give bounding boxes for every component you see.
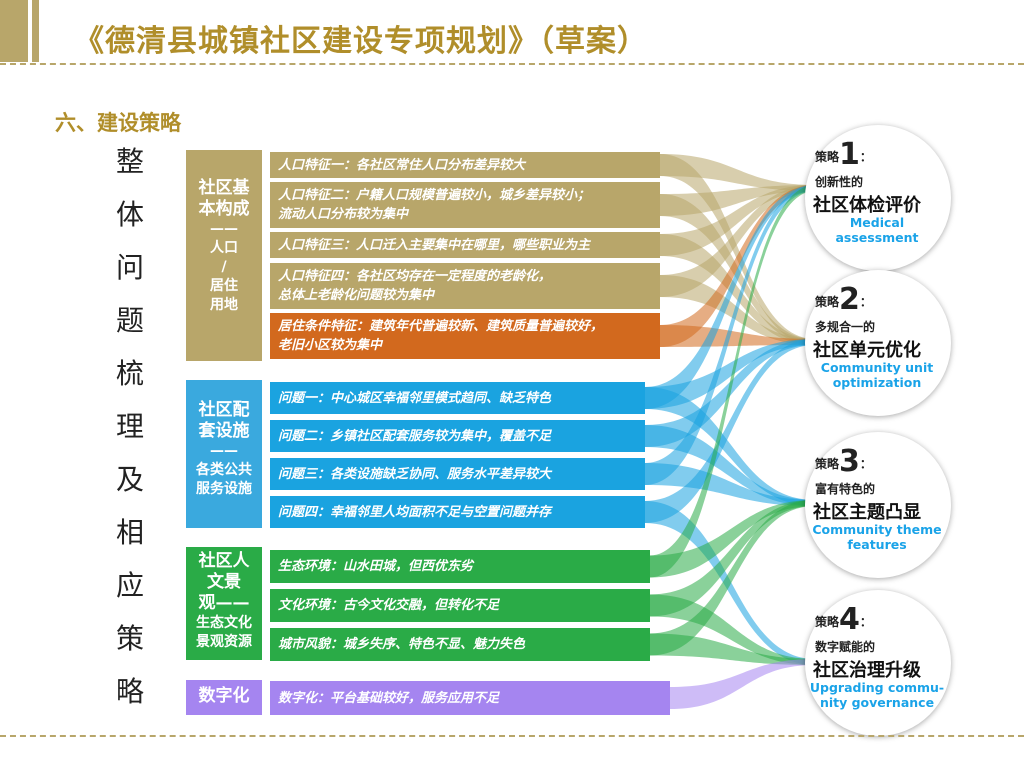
issue-row: 数字化：平台基础较好，服务应用不足 [270, 681, 670, 715]
issue-row-text: 文化环境：古今文化交融，但转化不足 [278, 598, 500, 613]
issue-row-text: 人口特征四：各社区均存在一定程度的老龄化， [278, 269, 552, 284]
flow-ribbon [650, 594, 815, 665]
issue-row: 生态环境：山水田城，但西优东劣 [270, 550, 650, 583]
issue-row-text: 居住条件特征：建筑年代普遍较新、建筑质量普遍较好， [278, 319, 604, 334]
strategy-label: 策略 [815, 457, 840, 471]
issue-row-text: 人口特征三：人口迁入主要集中在哪里，哪些职业为主 [278, 237, 591, 253]
flow-ribbon [660, 185, 815, 256]
strategy-title: 社区单元优化 [813, 340, 921, 361]
issue-row: 文化环境：古今文化交融，但转化不足 [270, 589, 650, 622]
category-basic-composition: 社区基 本构成 —— 人口 / 居住 用地 [186, 150, 262, 361]
issue-row: 问题一：中心城区幸福邻里模式趋同、缺乏特色 [270, 382, 645, 414]
issue-row-text: 总体上老龄化问题较为集中 [278, 288, 435, 303]
flow-ribbon [645, 185, 815, 485]
issue-row-text: 城市风貌：城乡失序、特色不显、魅力失色 [278, 637, 526, 652]
issue-row: 人口特征三：人口迁入主要集中在哪里，哪些职业为主 [270, 232, 660, 258]
issue-row-text: 生态环境：山水田城，但西优东劣 [278, 559, 474, 574]
flow-ribbon [645, 185, 815, 409]
flow-ribbon [650, 500, 815, 656]
issue-row-text: 老旧小区较为集中 [278, 338, 383, 353]
header-divider [0, 63, 1024, 65]
flow-ribbon [660, 325, 815, 347]
strategy-number: 1 [839, 137, 860, 172]
category-culture-landscape: 社区人 文景 观—— 生态文化 景观资源 [186, 547, 262, 660]
strategy-label: 策略 [815, 150, 840, 164]
strategy-4-circle: 策略4： 数字赋能的 社区治理升级 Upgrading commu-nity g… [805, 590, 951, 736]
vertical-title-char: 策 [115, 622, 144, 655]
strategy-3-circle: 策略3： 富有特色的 社区主题凸显 Community theme feature… [805, 432, 951, 578]
issue-row-text: 问题三：各类设施缺乏协同、服务水平差异较大 [278, 466, 552, 482]
strategy-title: 社区主题凸显 [813, 502, 921, 523]
issue-row: 城市风貌：城乡失序、特色不显、魅力失色 [270, 628, 650, 661]
strategy-2-circle: 策略2： 多规合一的 社区单元优化 Community unit optimiza… [805, 270, 951, 416]
flow-ribbon [645, 339, 815, 409]
vertical-title-char: 整 [115, 145, 144, 178]
flow-ribbon [645, 463, 815, 506]
issue-row: 问题二：乡镇社区配套服务较为集中，覆盖不足 [270, 420, 645, 452]
issue-row: 问题四：幸福邻里人均面积不足与空置问题并存 [270, 496, 645, 528]
category-facilities: 社区配 套设施 —— 各类公共 服务设施 [186, 380, 262, 528]
issue-row-text: 人口特征二：户籍人口规模普遍较小，城乡差异较小； [278, 188, 591, 203]
flow-ribbon [650, 500, 815, 617]
issue-row-text: 流动人口分布较为集中 [278, 207, 409, 222]
issue-row-text: 人口特征一：各社区常住人口分布差异较大 [278, 157, 526, 173]
strategy-english: Upgrading commu-nity governance [809, 680, 945, 710]
issue-row: 问题三：各类设施缺乏协同、服务水平差异较大 [270, 458, 645, 490]
flow-ribbon [660, 185, 815, 297]
issue-row-text: 问题四：幸福邻里人均面积不足与空置问题并存 [278, 504, 552, 520]
vertical-title-char: 及 [115, 463, 144, 496]
vertical-title-char: 相 [115, 516, 144, 549]
vertical-title-char: 梳 [115, 357, 144, 390]
strategy-1-circle: 策略1： 创新性的 社区体检评价 Medical assessment [805, 125, 951, 271]
flow-ribbon [650, 500, 815, 578]
vertical-title-char: 体 [115, 198, 144, 231]
flow-ribbon [645, 339, 815, 523]
header-accent-bar [0, 0, 28, 62]
strategy-subtitle: 数字赋能的 [815, 640, 876, 654]
strategy-label: 策略 [815, 295, 840, 309]
vertical-title-char: 理 [115, 410, 144, 443]
strategy-subtitle: 创新性的 [815, 175, 864, 189]
issue-row-text: 问题二：乡镇社区配套服务较为集中，覆盖不足 [278, 428, 552, 444]
header-accent-bar-thin [32, 0, 39, 62]
section-title: 六、建设策略 [55, 111, 181, 135]
vertical-title: 整 体 问 题 梳 理 及 相 应 策 略 [112, 148, 148, 731]
issue-row: 人口特征二：户籍人口规模普遍较小，城乡差异较小； 流动人口分布较为集中 [270, 182, 660, 228]
page-title: 《德清县城镇社区建设专项规划》（草案） [74, 24, 648, 59]
flow-ribbon [670, 659, 815, 709]
strategy-title: 社区体检评价 [813, 195, 921, 216]
strategy-number: 2 [839, 282, 860, 317]
strategy-title: 社区治理升级 [813, 660, 921, 681]
vertical-title-char: 应 [115, 569, 144, 602]
flow-ribbon [650, 185, 815, 578]
strategy-subtitle: 富有特色的 [815, 482, 876, 496]
flow-ribbon [650, 633, 815, 665]
footer-divider [0, 735, 1024, 737]
vertical-title-char: 题 [115, 304, 144, 337]
strategy-label: 策略 [815, 615, 840, 629]
issue-row: 居住条件特征：建筑年代普遍较新、建筑质量普遍较好， 老旧小区较为集中 [270, 313, 660, 359]
strategy-number: 3 [839, 444, 860, 479]
strategy-english: Medical assessment [835, 215, 919, 245]
issue-row: 人口特征一：各社区常住人口分布差异较大 [270, 152, 660, 178]
issue-row-text: 问题一：中心城区幸福邻里模式趋同、缺乏特色 [278, 390, 552, 406]
flow-ribbon [660, 154, 815, 191]
strategy-subtitle: 多规合一的 [815, 320, 876, 334]
strategy-english: Community theme features [812, 522, 942, 552]
strategy-english: Community unit optimization [820, 360, 934, 390]
issue-row: 人口特征四：各社区均存在一定程度的老龄化， 总体上老龄化问题较为集中 [270, 263, 660, 309]
flow-ribbon [660, 234, 815, 345]
flow-ribbon [660, 154, 815, 345]
strategy-number: 4 [839, 602, 860, 637]
vertical-title-char: 问 [115, 251, 144, 284]
flow-ribbon [660, 185, 815, 347]
issue-row-text: 数字化：平台基础较好，服务应用不足 [278, 690, 500, 706]
category-digital: 数字化 [186, 680, 262, 715]
vertical-title-char: 略 [115, 675, 144, 708]
